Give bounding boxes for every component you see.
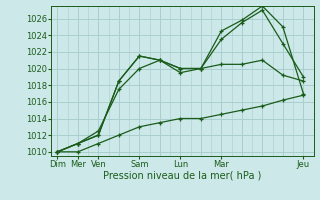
X-axis label: Pression niveau de la mer( hPa ): Pression niveau de la mer( hPa ) xyxy=(103,171,261,181)
